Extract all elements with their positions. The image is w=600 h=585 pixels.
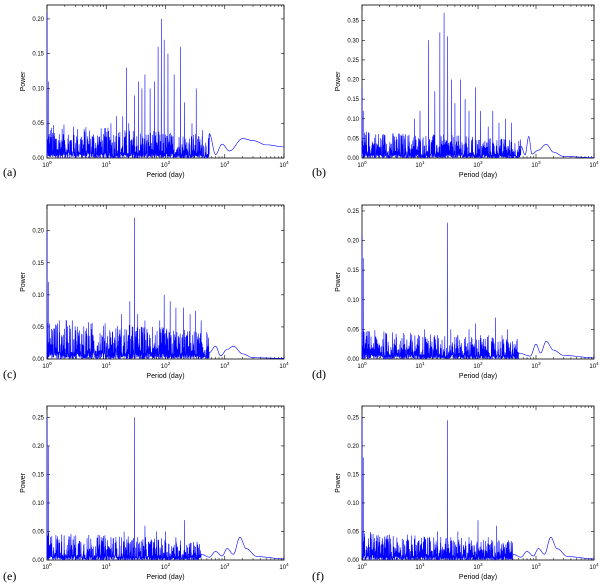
x-tick-label: 100 [42, 361, 52, 370]
y-tick-label: 0.15 [32, 472, 44, 478]
y-axis-label: Power [335, 472, 342, 493]
y-tick-label: 0.20 [32, 444, 44, 450]
y-tick-label: 0.00 [347, 558, 359, 564]
y-tick-label: 0.05 [347, 327, 359, 333]
plot-frame [361, 204, 595, 360]
panel-label: (f) [312, 569, 324, 583]
y-tick-label: 0.15 [347, 268, 359, 274]
y-tick-label: 0.15 [347, 97, 359, 103]
y-tick-label: 0.15 [32, 261, 44, 267]
y-tick-label: 0.10 [347, 298, 359, 304]
panel-d: 0.00 0.05 0.10 0.15 0.20 0.25 100 101 102 103 104 P… [312, 204, 599, 381]
x-tick-label: 103 [531, 160, 541, 169]
x-tick-label: 102 [473, 361, 483, 370]
y-tick-label: 0.00 [347, 357, 359, 363]
y-tick-label: 0.20 [32, 17, 44, 23]
panel-f: 0.00 0.05 0.10 0.15 0.20 0.25 100 101 102 103 104 P… [312, 405, 599, 583]
x-tick-label: 103 [531, 562, 541, 571]
y-tick-label: 0.20 [32, 229, 44, 235]
y-axis-label: Power [20, 271, 27, 292]
x-tick-label: 104 [589, 562, 599, 571]
x-tick-label: 101 [102, 361, 112, 370]
y-tick-label: 0.20 [347, 78, 359, 84]
x-tick-label: 100 [42, 160, 52, 169]
y-tick-label: 0.10 [347, 501, 359, 507]
y-tick-label: 0.25 [32, 415, 44, 421]
panel-label: (e) [3, 569, 16, 583]
x-tick-label: 104 [589, 361, 599, 370]
panel-label: (c) [3, 367, 16, 381]
x-tick-label: 101 [102, 562, 112, 571]
y-tick-label: 0.15 [347, 472, 359, 478]
x-tick-label: 102 [473, 160, 483, 169]
x-tick-label: 103 [220, 562, 230, 571]
periodogram-line [361, 417, 595, 561]
y-tick-label: 0.20 [347, 444, 359, 450]
x-axis-label: Period (day) [146, 574, 184, 581]
periodogram-line [46, 217, 285, 361]
y-tick-label: 0.05 [32, 529, 44, 535]
x-tick-label: 101 [102, 160, 112, 169]
periodogram-line [46, 11, 285, 159]
panel-label: (a) [3, 165, 16, 179]
x-axis-label: Period (day) [459, 373, 497, 380]
x-tick-label: 100 [42, 562, 52, 571]
x-tick-label: 100 [357, 562, 367, 571]
panel-e: 0.00 0.05 0.10 0.15 0.20 0.25 100 101 102 103 104 P… [3, 405, 289, 583]
y-tick-label: 0.05 [347, 529, 359, 535]
x-tick-label: 104 [279, 361, 289, 370]
x-tick-label: 104 [279, 160, 289, 169]
y-tick-label: 0.20 [347, 239, 359, 245]
x-tick-label: 100 [357, 361, 367, 370]
panel-c: 0.00 0.05 0.10 0.15 0.20 100 101 102 103 104 Perio… [3, 204, 289, 381]
y-tick-label: 0.10 [32, 293, 44, 299]
y-tick-label: 0.05 [32, 325, 44, 331]
x-tick-label: 104 [279, 562, 289, 571]
y-tick-label: 0.10 [32, 501, 44, 507]
y-axis-label: Power [335, 71, 342, 92]
x-tick-label: 101 [415, 562, 425, 571]
y-tick-label: 0.10 [32, 86, 44, 92]
periodogram-line [361, 222, 595, 360]
plot-frame [361, 4, 595, 159]
y-tick-label: 0.00 [32, 357, 44, 363]
x-axis-label: Period (day) [146, 172, 184, 179]
x-tick-label: 102 [473, 562, 483, 571]
x-tick-label: 101 [415, 160, 425, 169]
x-tick-label: 100 [357, 160, 367, 169]
periodogram-line [46, 417, 285, 561]
y-tick-label: 0.00 [32, 558, 44, 564]
x-tick-label: 102 [161, 562, 171, 571]
x-tick-label: 101 [415, 361, 425, 370]
y-tick-label: 0.25 [347, 58, 359, 64]
panel-label: (d) [312, 367, 326, 381]
periodogram-line [361, 12, 595, 159]
y-axis-label: Power [20, 71, 27, 92]
x-axis-label: Period (day) [459, 574, 497, 581]
y-axis-label: Power [20, 472, 27, 493]
x-tick-label: 104 [589, 160, 599, 169]
panel-b: 0.00 0.05 0.10 0.15 0.20 0.25 0.30 0.35 100 101 10… [312, 4, 599, 179]
x-tick-label: 103 [531, 361, 541, 370]
x-axis-label: Period (day) [146, 373, 184, 380]
y-tick-label: 0.30 [347, 38, 359, 44]
y-tick-label: 0.25 [347, 415, 359, 421]
panel-a: 0.00 0.05 0.10 0.15 0.20 100 101 102 103 104 Perio… [3, 4, 289, 179]
y-tick-label: 0.00 [32, 156, 44, 162]
x-tick-label: 103 [220, 361, 230, 370]
x-tick-label: 103 [220, 160, 230, 169]
x-tick-label: 102 [161, 160, 171, 169]
x-tick-label: 102 [161, 361, 171, 370]
y-tick-label: 0.25 [347, 209, 359, 215]
y-tick-label: 0.05 [347, 136, 359, 142]
y-tick-label: 0.15 [32, 52, 44, 58]
y-tick-label: 0.35 [347, 19, 359, 25]
y-axis-label: Power [335, 271, 342, 292]
x-axis-label: Period (day) [459, 172, 497, 179]
panel-label: (b) [312, 165, 326, 179]
y-tick-label: 0.10 [347, 117, 359, 123]
y-tick-label: 0.05 [32, 121, 44, 127]
y-tick-label: 0.00 [347, 156, 359, 162]
